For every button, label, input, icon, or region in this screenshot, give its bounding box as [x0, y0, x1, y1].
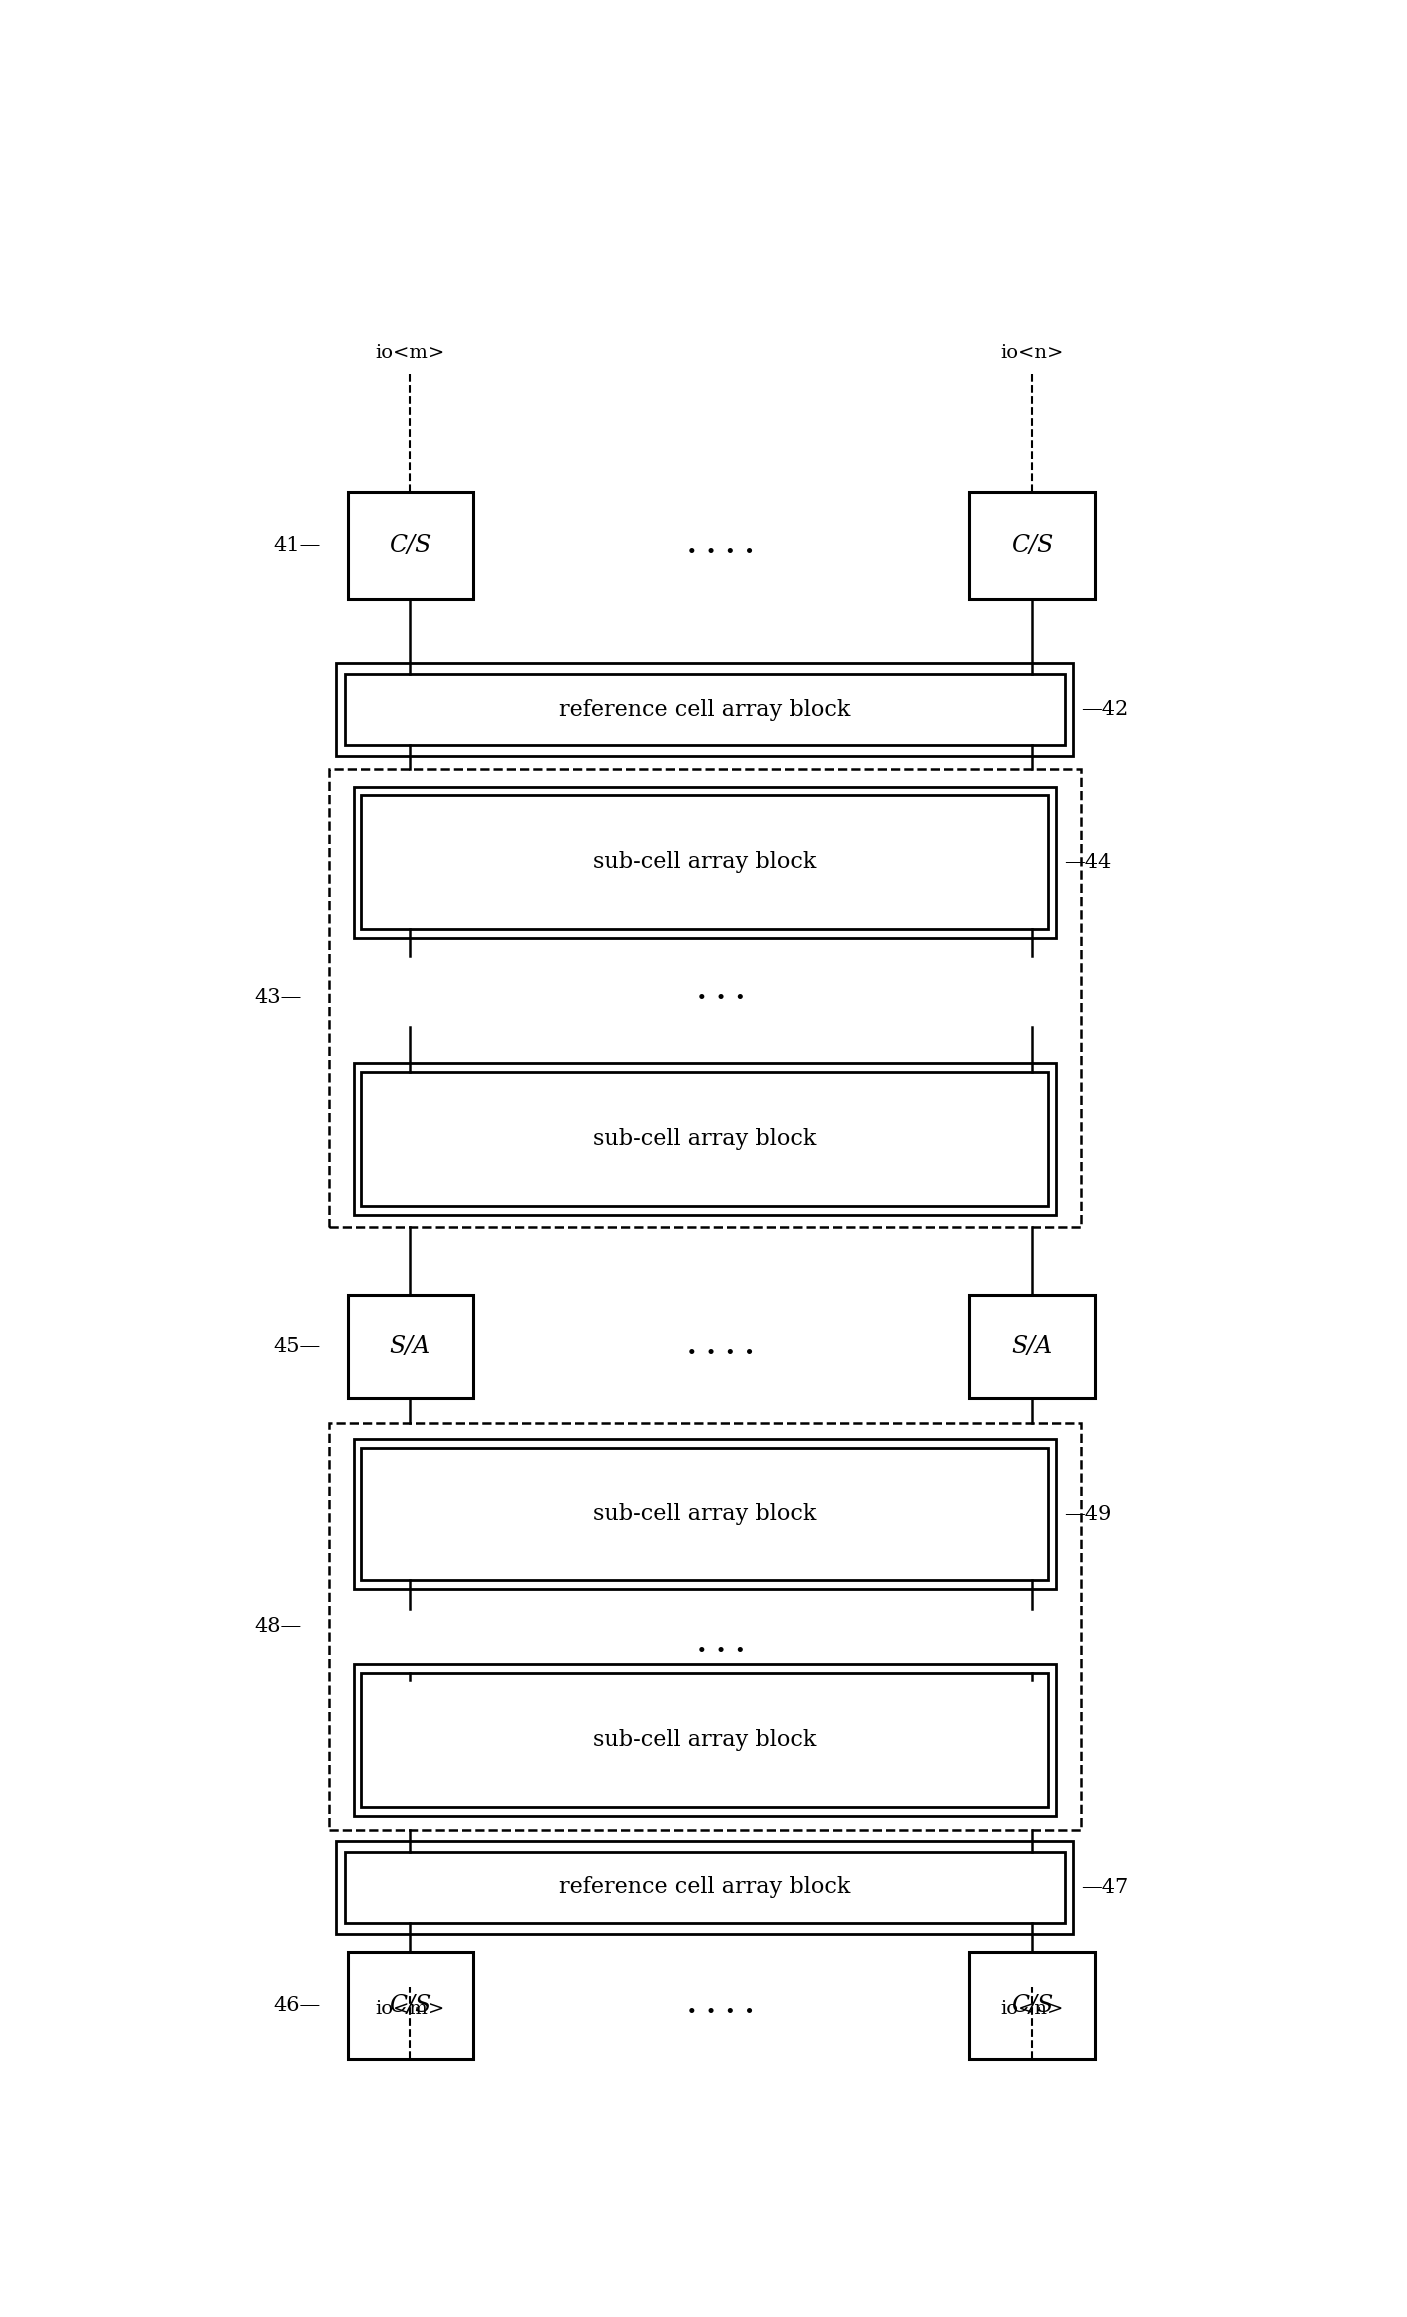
Bar [328, 1423, 1081, 1830]
Text: io<n>: io<n> [1000, 343, 1064, 361]
Bar [348, 1951, 473, 2057]
Bar [348, 491, 473, 600]
Text: 45—: 45— [273, 1337, 321, 1355]
Bar [362, 1073, 1048, 1205]
Bar [362, 1448, 1048, 1580]
Bar [969, 1295, 1095, 1399]
Text: sub-cell array block: sub-cell array block [592, 1128, 816, 1149]
Text: io<m>: io<m> [376, 2000, 445, 2018]
Text: C/S: C/S [390, 1993, 432, 2016]
Bar [969, 1951, 1095, 2057]
Bar [362, 795, 1048, 929]
Text: 46—: 46— [273, 1995, 321, 2013]
Bar [336, 1842, 1074, 1935]
Text: reference cell array block: reference cell array block [559, 1877, 850, 1898]
Bar [362, 1673, 1048, 1807]
Text: C/S: C/S [390, 535, 432, 556]
Text: . . .: . . . [696, 978, 746, 1006]
Bar [336, 663, 1074, 755]
Text: —49: —49 [1065, 1506, 1112, 1525]
Bar [345, 674, 1065, 746]
Text: . . . .: . . . . [688, 533, 754, 558]
Text: —42: —42 [1081, 700, 1128, 718]
Text: . . . .: . . . . [688, 1993, 754, 2018]
Bar [345, 1851, 1065, 1923]
Text: 41—: 41— [273, 535, 321, 556]
Text: C/S: C/S [1010, 535, 1052, 556]
Text: io<n>: io<n> [1000, 2000, 1064, 2018]
Bar [353, 1064, 1055, 1214]
Bar [353, 1664, 1055, 1817]
Bar [353, 785, 1055, 938]
Text: C/S: C/S [1010, 1993, 1052, 2016]
Text: —47: —47 [1081, 1877, 1128, 1898]
Text: 48—: 48— [255, 1617, 301, 1636]
Text: —44: —44 [1065, 853, 1112, 871]
Text: io<m>: io<m> [376, 343, 445, 361]
Text: . . .: . . . [696, 1631, 746, 1659]
Bar [353, 1439, 1055, 1589]
Text: S/A: S/A [1012, 1335, 1052, 1358]
Text: . . . .: . . . . [688, 1332, 754, 1360]
Bar [328, 769, 1081, 1228]
Text: S/A: S/A [390, 1335, 431, 1358]
Text: 43—: 43— [253, 989, 301, 1008]
Text: sub-cell array block: sub-cell array block [592, 1728, 816, 1752]
Bar [348, 1295, 473, 1399]
Text: reference cell array block: reference cell array block [559, 700, 850, 721]
Bar [969, 491, 1095, 600]
Text: sub-cell array block: sub-cell array block [592, 850, 816, 874]
Text: sub-cell array block: sub-cell array block [592, 1504, 816, 1525]
